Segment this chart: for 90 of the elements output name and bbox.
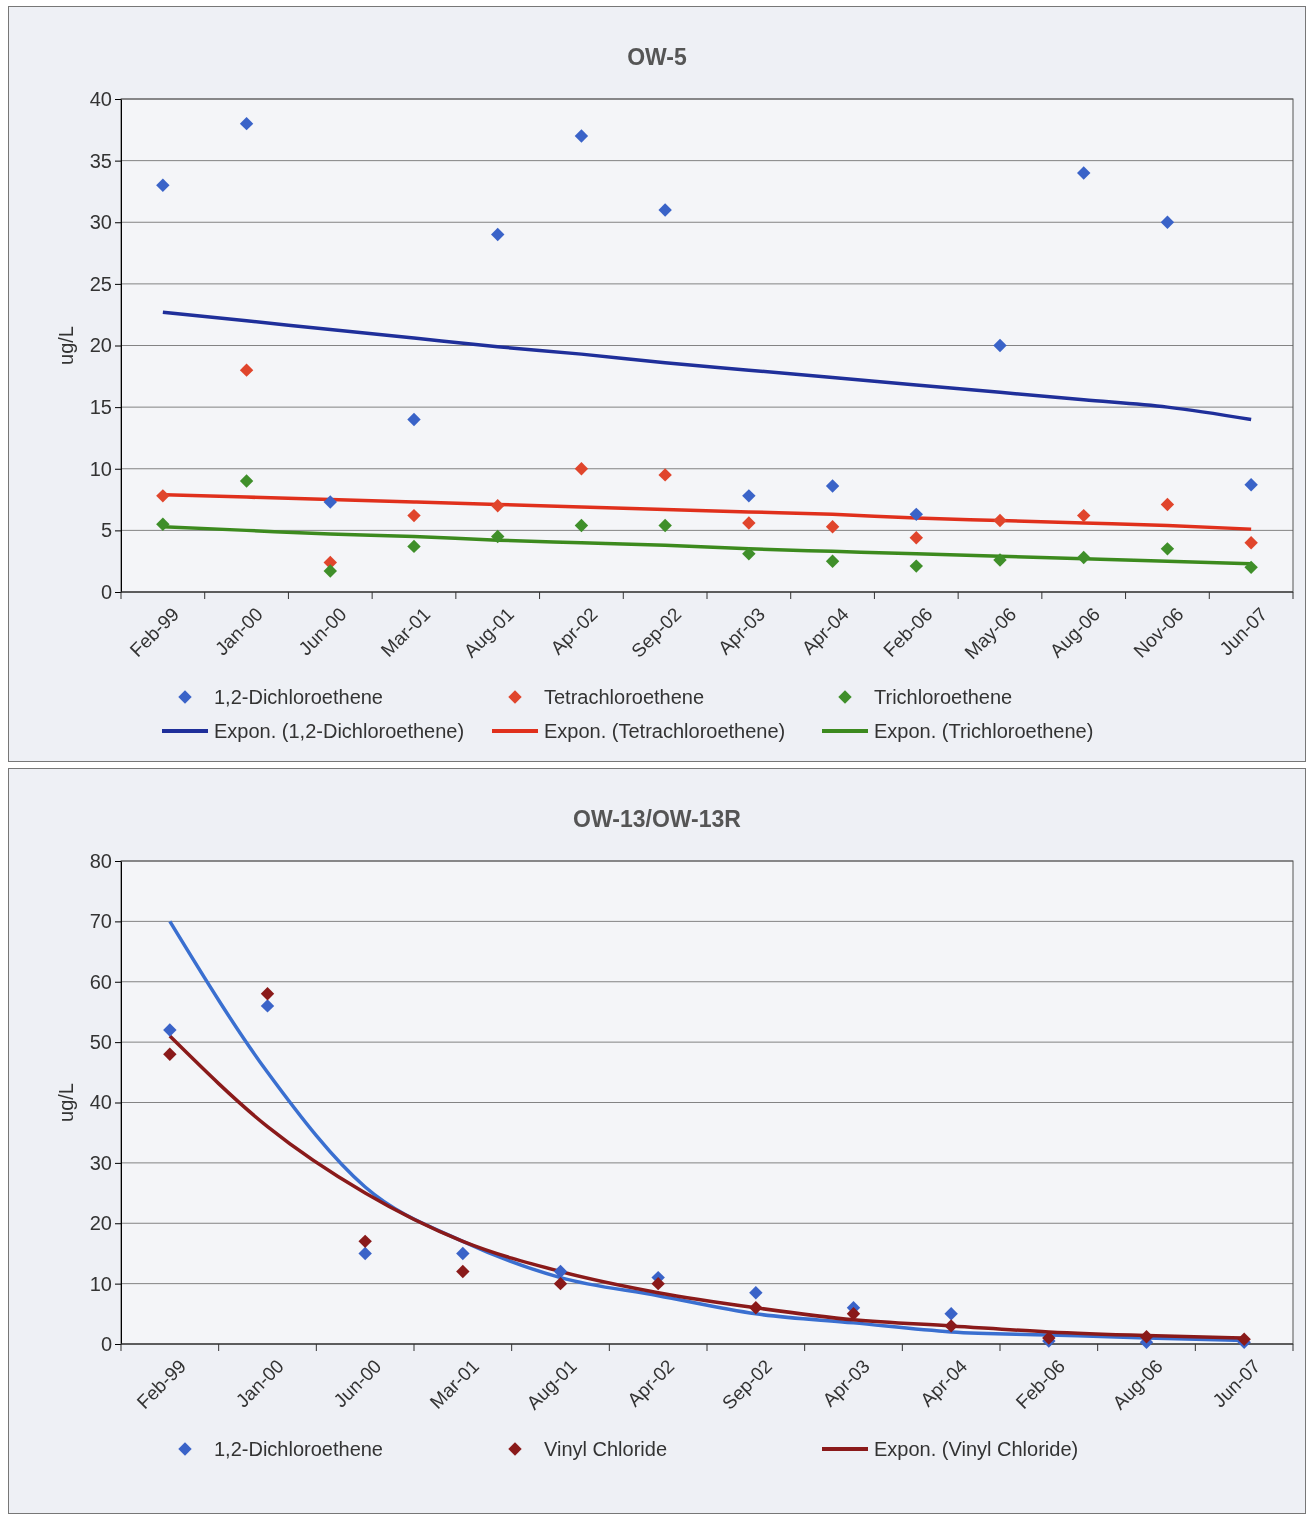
point	[239, 116, 254, 131]
point	[407, 539, 421, 554]
point	[156, 178, 170, 192]
y-tick-label: 10	[89, 457, 112, 480]
point	[1244, 535, 1258, 550]
y-tick-label: 80	[89, 849, 112, 872]
point	[742, 516, 756, 530]
y-tick-label: 40	[89, 1091, 112, 1114]
legend-label: 1,2-Dichloroethene	[214, 686, 383, 708]
point	[407, 412, 421, 427]
point	[260, 999, 275, 1013]
point	[658, 468, 672, 482]
point	[574, 462, 589, 476]
point	[825, 519, 840, 534]
point	[944, 1307, 958, 1321]
legend-label: Tetrachloroethene	[544, 686, 705, 708]
line-series	[161, 310, 1253, 422]
point	[749, 1301, 763, 1315]
point	[1160, 497, 1175, 512]
point	[825, 554, 840, 568]
y-tick-label: 25	[89, 272, 112, 295]
point	[323, 564, 337, 578]
point	[1244, 478, 1258, 492]
point	[1139, 1330, 1154, 1344]
point	[1160, 542, 1175, 556]
point	[407, 508, 421, 523]
point	[574, 129, 589, 143]
y-axis-title: ug/L	[55, 1083, 77, 1122]
point	[742, 547, 756, 561]
legend-label: 1,2-Dichloroethene	[214, 1438, 383, 1460]
y-axis-title: ug/L	[55, 326, 77, 365]
point	[239, 474, 254, 488]
point	[1244, 560, 1258, 575]
point	[846, 1307, 861, 1321]
point	[658, 203, 672, 217]
point	[651, 1276, 665, 1291]
point	[993, 338, 1007, 353]
point	[993, 553, 1007, 567]
point	[156, 517, 170, 531]
point	[1077, 166, 1091, 180]
point	[163, 1047, 177, 1061]
point	[909, 531, 923, 545]
point	[456, 1264, 470, 1279]
point	[260, 987, 275, 1001]
legend-label: Expon. (Tetrachloroethene)	[544, 720, 786, 742]
chart-title: OW-13/OW-13R	[573, 806, 742, 832]
y-tick-label: 70	[89, 910, 112, 933]
point	[163, 1023, 177, 1037]
point	[553, 1264, 568, 1279]
point	[574, 518, 589, 533]
legend-label: Expon. (1,2-Dichloroethene)	[214, 720, 465, 742]
y-tick-label: 0	[100, 580, 112, 603]
y-tick-label: 20	[89, 1212, 112, 1235]
legend-label: Vinyl Chloride	[544, 1438, 668, 1460]
point	[491, 529, 505, 544]
chart-title: OW-5	[627, 44, 687, 70]
y-tick-label: 0	[100, 1332, 112, 1355]
point	[909, 559, 923, 573]
point	[1077, 508, 1091, 523]
y-tick-label: 35	[89, 149, 112, 172]
y-tick-label: 15	[89, 396, 112, 419]
legend-label: Expon. (Trichloroethene)	[874, 720, 1094, 742]
y-tick-label: 50	[89, 1031, 112, 1054]
point	[491, 499, 505, 513]
point	[456, 1246, 470, 1261]
point	[156, 489, 170, 503]
point	[1077, 550, 1091, 565]
point	[909, 507, 923, 522]
point	[358, 1234, 372, 1249]
y-tick-label: 40	[89, 87, 112, 110]
point	[239, 363, 254, 377]
point	[358, 1246, 372, 1261]
legend-label: Trichloroethene	[874, 686, 1013, 708]
point	[1160, 215, 1175, 229]
y-tick-label: 10	[89, 1272, 112, 1295]
y-tick-label: 60	[89, 970, 112, 993]
y-tick-label: 30	[89, 1151, 112, 1174]
point	[993, 513, 1007, 528]
point	[553, 1276, 568, 1291]
y-tick-label: 5	[100, 519, 112, 542]
point	[944, 1319, 958, 1333]
point	[491, 227, 505, 242]
point	[323, 495, 337, 509]
point	[742, 489, 756, 503]
y-tick-label: 30	[89, 211, 112, 234]
point	[658, 518, 672, 533]
point	[749, 1285, 763, 1300]
y-tick-label: 20	[89, 334, 112, 357]
point	[825, 479, 840, 493]
legend-label: Expon. (Vinyl Chloride)	[874, 1438, 1079, 1460]
